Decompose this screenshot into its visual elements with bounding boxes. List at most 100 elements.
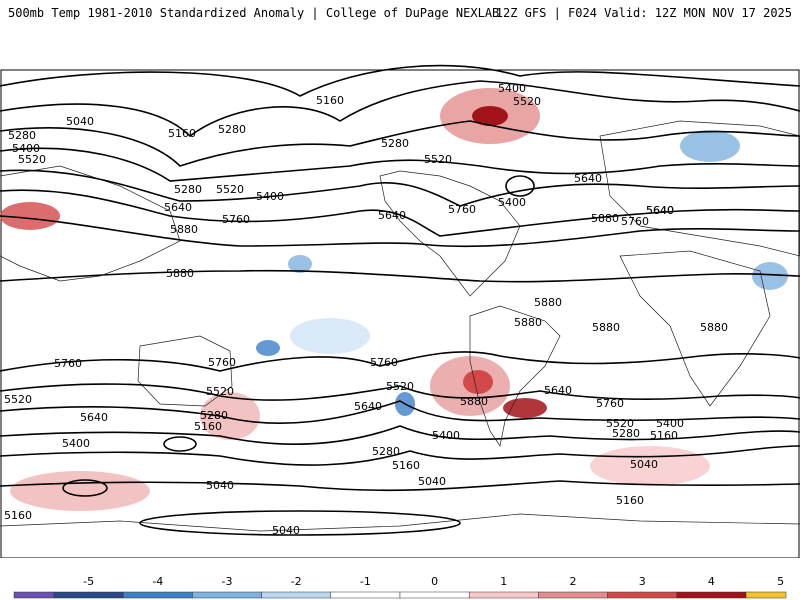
- contour-line: [0, 169, 800, 207]
- contour-closed-low: [163, 436, 197, 452]
- contour-label: 5760: [208, 356, 236, 369]
- colorbar-tick-label: 4: [708, 575, 715, 588]
- cool-anomaly-africa: [752, 262, 788, 290]
- colorbar-segment: [261, 591, 332, 599]
- contour-label: 5760: [370, 356, 398, 369]
- contour-labels: 5400 5520 5160 5040 5280 5160 5280 5280 …: [4, 82, 728, 537]
- colorbar-tick-label: 1: [500, 575, 507, 588]
- warm-anomaly-siberia: [0, 202, 60, 230]
- model-valid-time: 12Z GFS | F024 Valid: 12Z MON NOV 17 202…: [495, 6, 792, 20]
- anomaly-map: 5400 5520 5160 5040 5280 5160 5280 5280 …: [0, 64, 800, 558]
- contour-label: 5880: [514, 316, 542, 329]
- contour-label: 5040: [630, 458, 658, 471]
- contour-label: 5760: [596, 397, 624, 410]
- contour-label: 5400: [656, 417, 684, 430]
- colorbar-segment: [745, 591, 787, 599]
- contour-label: 5280: [200, 409, 228, 422]
- contour-label: 5880: [166, 267, 194, 280]
- colorbar-tick-label: -4: [152, 575, 163, 588]
- contour-label: 5640: [164, 201, 192, 214]
- contour-label: 5640: [378, 209, 406, 222]
- warm-anomaly-argentina-core: [463, 370, 493, 394]
- contour-label: 5520: [386, 380, 414, 393]
- colorbar-segment: [192, 591, 262, 599]
- eurasia-coast: [599, 120, 800, 257]
- cool-anomaly-central-pacific: [256, 340, 280, 356]
- contour-label: 5760: [448, 203, 476, 216]
- contour-line: [0, 147, 800, 182]
- contour-label: 5400: [498, 82, 526, 95]
- contour-label: 5640: [354, 400, 382, 413]
- contour-label: 5160: [168, 127, 196, 140]
- contour-label: 5280: [8, 129, 36, 142]
- contour-label: 5880: [170, 223, 198, 236]
- contour-line: [0, 445, 800, 466]
- colorbar-tick-label: -2: [291, 575, 302, 588]
- contour-label: 5400: [62, 437, 90, 450]
- colorbar-tick-label: 0: [431, 575, 438, 588]
- contour-label: 5160: [650, 429, 678, 442]
- contour-label: 5640: [80, 411, 108, 424]
- contour-label: 5520: [206, 385, 234, 398]
- colorbar-segment: [53, 591, 124, 599]
- colorbar-segments: [13, 591, 787, 599]
- colorbar-segment: [122, 591, 193, 599]
- africa-coast: [619, 250, 771, 407]
- colorbar-tick-label: 5: [777, 575, 784, 588]
- contour-label: 5640: [646, 204, 674, 217]
- contour-line: [0, 120, 800, 167]
- colorbar-segment: [538, 591, 608, 599]
- contour-label: 5640: [544, 384, 572, 397]
- warm-anomaly-alaska-core: [472, 106, 508, 126]
- contour-label: 5040: [418, 475, 446, 488]
- colorbar-tick-label: -3: [222, 575, 233, 588]
- contour-label: 5520: [18, 153, 46, 166]
- contour-label: 5160: [392, 459, 420, 472]
- contour-label: 5040: [206, 479, 234, 492]
- contour-line: [0, 351, 800, 372]
- contour-line: [0, 425, 800, 445]
- contour-closed-high: [139, 510, 461, 536]
- contour-label: 5520: [216, 183, 244, 196]
- colorbar-tick-label: 2: [570, 575, 577, 588]
- south-america-coast: [469, 305, 561, 447]
- colorbar-segment: [468, 591, 539, 599]
- contour-label: 5160: [616, 494, 644, 507]
- colorbar-segment: [330, 591, 401, 599]
- cool-anomaly-tropics: [290, 318, 370, 354]
- north-america-coast: [379, 170, 521, 297]
- contour-label: 5880: [700, 321, 728, 334]
- contour-label: 5880: [460, 395, 488, 408]
- contour-label: 5760: [222, 213, 250, 226]
- contour-label: 5280: [372, 445, 400, 458]
- contour-label: 5400: [498, 196, 526, 209]
- contour-label: 5160: [4, 509, 32, 522]
- contour-label: 5400: [432, 429, 460, 442]
- height-contours: [0, 64, 800, 536]
- contour-label: 5880: [592, 321, 620, 334]
- colorbar-segment: [676, 591, 747, 599]
- contour-label: 5280: [612, 427, 640, 440]
- warm-anomaly-south-pacific: [10, 471, 150, 511]
- contour-label: 5520: [4, 393, 32, 406]
- contour-label: 5400: [256, 190, 284, 203]
- colorbar-segment: [607, 591, 678, 599]
- contour-line: [0, 400, 800, 424]
- colorbar-segment: [13, 591, 55, 599]
- colorbar-tick-label: -1: [360, 575, 371, 588]
- contour-closed-low: [62, 479, 108, 497]
- contour-label: 5760: [54, 357, 82, 370]
- contour-line: [0, 383, 800, 401]
- contour-label: 5160: [194, 420, 222, 433]
- map-title: 500mb Temp 1981-2010 Standardized Anomal…: [8, 6, 500, 20]
- contour-line: [0, 80, 800, 138]
- contour-label: 5760: [621, 215, 649, 228]
- contour-label: 5520: [606, 417, 634, 430]
- colorbar-ticks: -5 -4 -3 -2 -1 0 1 2 3 4 5: [83, 575, 784, 588]
- colorbar-segment: [399, 591, 470, 599]
- contour-label: 5280: [218, 123, 246, 136]
- colorbar-tick-label: -5: [83, 575, 94, 588]
- contour-label: 5160: [316, 94, 344, 107]
- contour-closed-low: [505, 175, 535, 197]
- contour-label: 5280: [174, 183, 202, 196]
